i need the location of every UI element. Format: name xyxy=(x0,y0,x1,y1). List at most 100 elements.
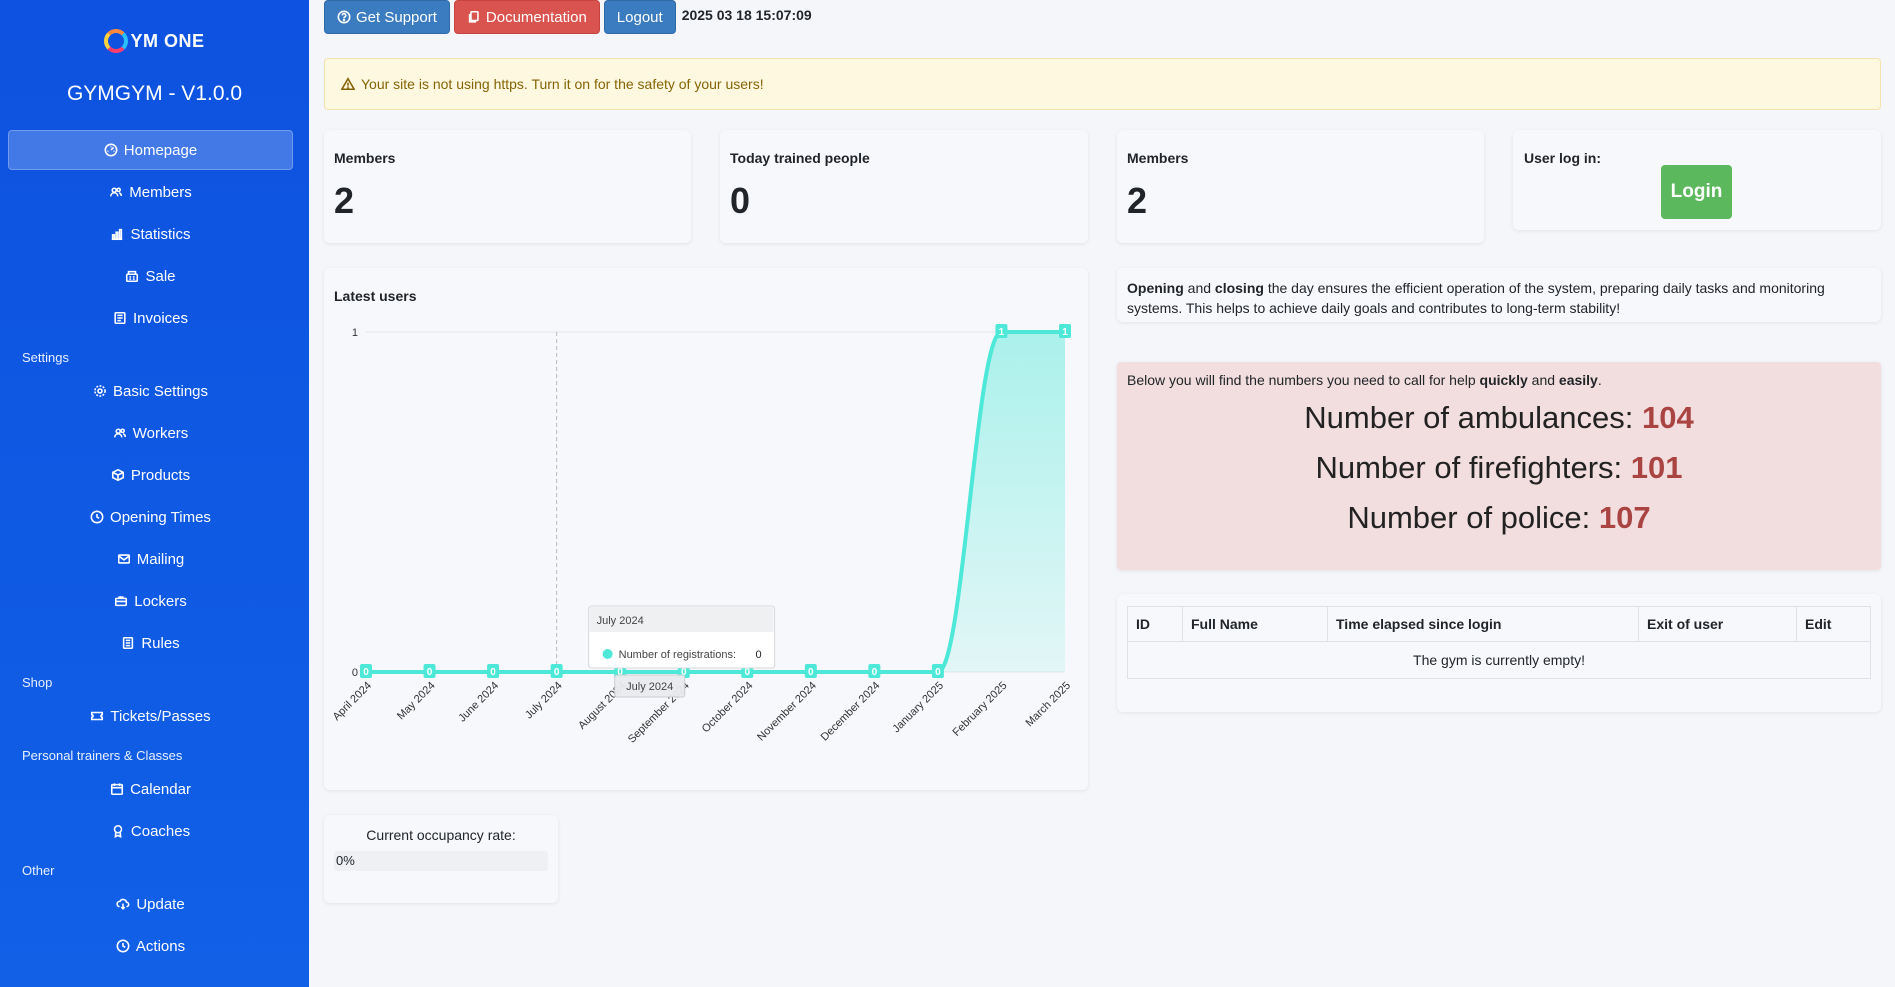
cloud-download-icon xyxy=(116,897,130,911)
sidebar-item-workers[interactable]: Workers xyxy=(8,413,293,453)
members-stat-value: 2 xyxy=(334,180,355,221)
emergency-easily: easily xyxy=(1558,372,1598,388)
firefighter-label: Number of firefighters: xyxy=(1315,450,1631,485)
sidebar-item-label: Statistics xyxy=(130,225,191,243)
data-label: 0 xyxy=(872,667,878,678)
clock-icon xyxy=(90,510,104,524)
occupancy-card: Current occupancy rate: 0% xyxy=(324,815,558,903)
info-rest: the day ensures the efficient operation … xyxy=(1127,280,1825,316)
sidebar-item-invoices[interactable]: Invoices xyxy=(8,298,293,338)
opening-closing-info-card: Opening and closing the day ensures the … xyxy=(1117,268,1881,322)
tooltip-title: July 2024 xyxy=(597,615,644,627)
sidebar-item-tickets-passes[interactable]: Tickets/Passes xyxy=(8,696,293,736)
documentation-button[interactable]: Documentation xyxy=(453,0,600,34)
x-tick-label: March 2025 xyxy=(1024,680,1074,730)
sidebar-item-calendar[interactable]: Calendar xyxy=(8,769,293,809)
sidebar-item-label: Actions xyxy=(135,937,186,955)
documentation-label: Documentation xyxy=(485,8,587,26)
emergency-intro-pre: Below you will find the numbers you need… xyxy=(1127,372,1480,388)
sidebar: YM ONE GYMGYM - V1.0.0 Homepage Members St… xyxy=(0,0,309,987)
data-label-box xyxy=(804,664,817,678)
get-support-label: Get Support xyxy=(356,8,437,26)
nav-section-settings: Settings xyxy=(22,350,69,365)
get-support-button[interactable]: Get Support xyxy=(324,0,450,34)
sidebar-item-rules[interactable]: Rules xyxy=(8,623,293,663)
clock-icon xyxy=(116,939,130,953)
data-label-box xyxy=(995,324,1008,338)
data-label-box xyxy=(931,664,944,678)
box-icon xyxy=(111,468,125,482)
members-stat-value-2: 2 xyxy=(1127,180,1148,221)
sidebar-item-label: Workers xyxy=(132,424,189,442)
y-tick-label: 0 xyxy=(352,667,358,679)
nav-section-shop: Shop xyxy=(22,675,53,690)
users-icon xyxy=(109,185,123,199)
logo-text: YM ONE xyxy=(130,30,205,51)
data-label: 0 xyxy=(554,667,560,678)
data-label-box xyxy=(360,664,372,678)
sidebar-item-label: Tickets/Passes xyxy=(110,707,211,725)
x-tick-label: July 2024 xyxy=(523,680,565,722)
current-datetime: 2025 03 18 15:07:09 xyxy=(681,7,812,23)
calendar-icon xyxy=(110,782,124,796)
firefighter-number: 101 xyxy=(1630,450,1683,485)
ambulance-line: Number of ambulances: 104 xyxy=(1127,400,1871,436)
info-opening: Opening xyxy=(1127,280,1184,296)
data-label-box xyxy=(868,664,881,678)
sidebar-item-opening-times[interactable]: Opening Times xyxy=(8,497,293,537)
topbar: Get Support Documentation Logout 2025 03… xyxy=(324,0,812,34)
sidebar-item-members[interactable]: Members xyxy=(8,172,293,212)
emergency-numbers-card: Below you will find the numbers you need… xyxy=(1117,362,1881,570)
police-line: Number of police: 107 xyxy=(1127,500,1871,536)
tooltip-series-marker xyxy=(602,649,613,659)
emergency-quickly: quickly xyxy=(1479,372,1528,388)
invoice-icon xyxy=(113,311,127,325)
data-label: 0 xyxy=(427,667,433,678)
hover-axis-label-box xyxy=(614,674,686,698)
copy-icon xyxy=(468,10,479,23)
data-label-box xyxy=(1059,324,1071,338)
police-label: Number of police: xyxy=(1347,500,1599,535)
user-login-label: User log in: xyxy=(1524,150,1602,166)
x-tick-label: June 2024 xyxy=(456,680,501,725)
trained-stat-value: 0 xyxy=(730,180,751,221)
trained-stat-label: Today trained people xyxy=(730,150,870,166)
nav-shop: Tickets/Passes xyxy=(0,696,309,736)
nav-other: Update Actions xyxy=(0,884,309,966)
sidebar-item-statistics[interactable]: Statistics xyxy=(8,214,293,254)
sidebar-item-label: Coaches xyxy=(130,822,191,840)
sidebar-item-mailing[interactable]: Mailing xyxy=(8,539,293,579)
members-stat-card-2: Members 2 xyxy=(1117,130,1484,243)
logout-button[interactable]: Logout xyxy=(603,0,676,34)
sidebar-item-basic-settings[interactable]: Basic Settings xyxy=(8,371,293,411)
document-icon xyxy=(121,636,135,650)
members-stat-card: Members 2 xyxy=(324,130,691,243)
logged-in-users-card: ID Full Name Time elapsed since login Ex… xyxy=(1117,594,1881,712)
sidebar-item-coaches[interactable]: Coaches xyxy=(8,811,293,851)
brand-logo[interactable]: YM ONE xyxy=(0,0,309,82)
nav-settings: Basic Settings Workers Products Opening Tim… xyxy=(0,371,309,663)
sidebar-item-lockers[interactable]: Lockers xyxy=(8,581,293,621)
nav-section-trainers: Personal trainers & Classes xyxy=(22,748,183,763)
data-label: 0 xyxy=(681,667,687,678)
table-row: The gym is currently empty! xyxy=(1127,641,1871,679)
sidebar-item-update[interactable]: Update xyxy=(8,884,293,924)
x-tick-label: January 2025 xyxy=(890,680,946,736)
https-warning-text: Your site is not using https. Turn it on… xyxy=(361,76,764,92)
question-circle-icon xyxy=(337,10,351,24)
data-label: 0 xyxy=(935,667,941,678)
login-button[interactable]: Login xyxy=(1661,165,1732,219)
data-label: 0 xyxy=(363,667,369,678)
sidebar-item-homepage[interactable]: Homepage xyxy=(8,130,293,170)
data-label-box xyxy=(487,664,500,678)
tooltip-series-value: 0 xyxy=(756,649,762,661)
sidebar-item-label: Invoices xyxy=(132,309,189,327)
column-header-full-name: Full Name xyxy=(1182,606,1328,642)
gear-icon xyxy=(93,384,107,398)
emergency-intro: Below you will find the numbers you need… xyxy=(1127,372,1871,388)
sidebar-item-label: Mailing xyxy=(136,550,185,568)
sidebar-item-actions[interactable]: Actions xyxy=(8,926,293,966)
sidebar-item-products[interactable]: Products xyxy=(8,455,293,495)
y-tick-label: 1 xyxy=(352,327,358,339)
sidebar-item-sale[interactable]: Sale xyxy=(8,256,293,296)
